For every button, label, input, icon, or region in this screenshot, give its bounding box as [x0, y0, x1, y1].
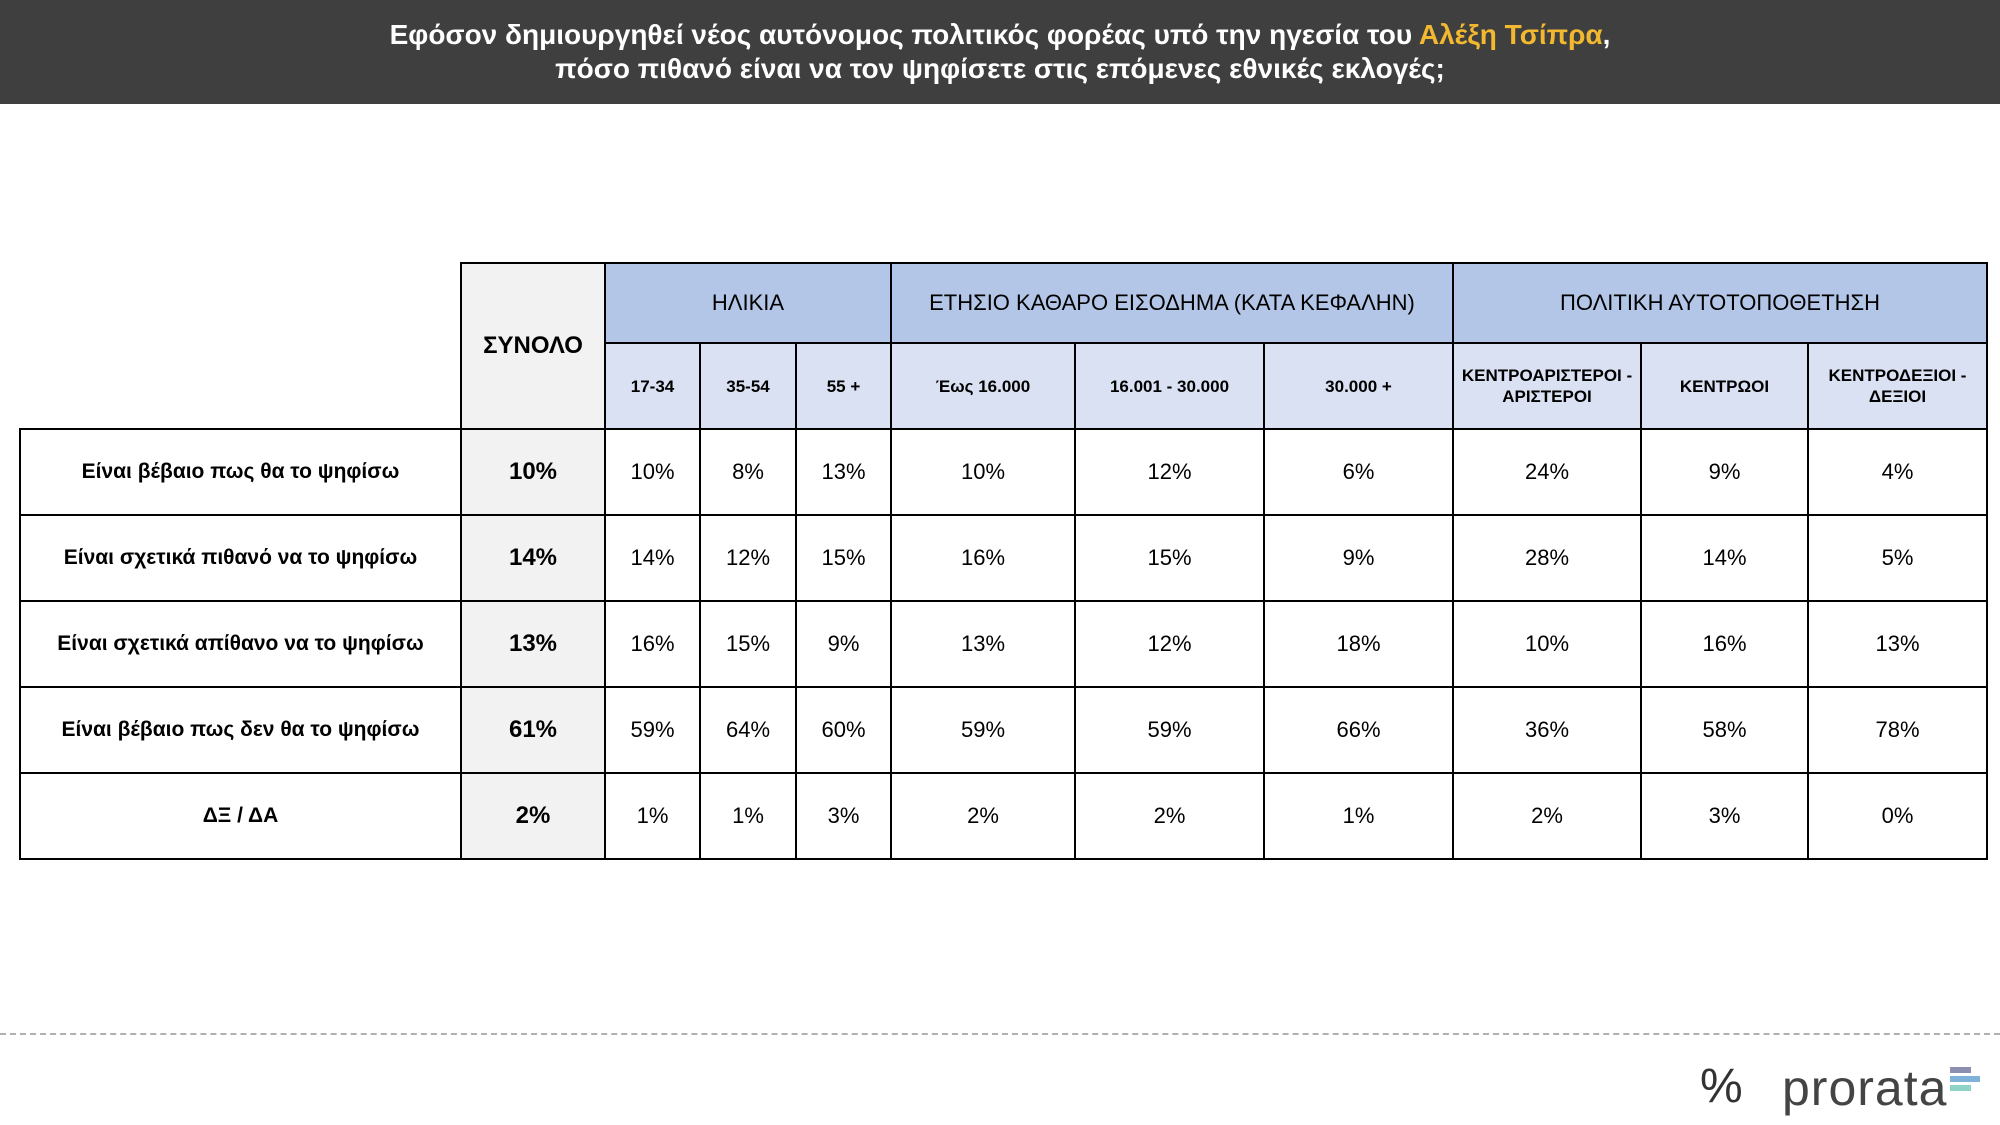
- title-line-2: πόσο πιθανό είναι να τον ψηφίσετε στις ε…: [555, 53, 1445, 84]
- title-text: Εφόσον δημιουργηθεί νέος αυτόνομος πολιτ…: [389, 19, 1419, 50]
- value-cell: 18%: [1263, 600, 1454, 688]
- value-cell: 59%: [890, 686, 1076, 774]
- total-cell: 13%: [460, 600, 606, 688]
- title-highlight: Αλέξη Τσίπρα: [1418, 19, 1603, 50]
- total-cell: 2%: [460, 772, 606, 860]
- row-label: Είναι σχετικά απίθανο να το ψηφίσω: [19, 600, 462, 688]
- value-cell: 16%: [604, 600, 701, 688]
- total-column-header: ΣΥΝΟΛΟ: [460, 262, 606, 430]
- value-cell: 8%: [699, 428, 797, 516]
- value-cell: 14%: [604, 514, 701, 602]
- value-cell: 60%: [795, 686, 892, 774]
- column-header: 30.000 +: [1263, 342, 1454, 430]
- value-cell: 13%: [890, 600, 1076, 688]
- value-cell: 10%: [604, 428, 701, 516]
- value-cell: 59%: [1074, 686, 1265, 774]
- value-cell: 24%: [1452, 428, 1642, 516]
- value-cell: 12%: [1074, 600, 1265, 688]
- column-header: ΚΕΝΤΡΟΑΡΙΣΤΕΡΟΙ - ΑΡΙΣΤΕΡΟΙ: [1452, 342, 1642, 430]
- table-row: Είναι σχετικά πιθανό να το ψηφίσω 14% 14% 1…: [19, 514, 1988, 602]
- value-cell: 2%: [890, 772, 1076, 860]
- value-cell: 12%: [1074, 428, 1265, 516]
- logo-bar: [1950, 1076, 1980, 1082]
- value-cell: 59%: [604, 686, 701, 774]
- column-header: 16.001 - 30.000: [1074, 342, 1265, 430]
- value-cell: 10%: [1452, 600, 1642, 688]
- logo-text: prorata: [1782, 1060, 1948, 1116]
- title-bar: Εφόσον δημιουργηθεί νέος αυτόνομος πολιτ…: [0, 0, 2000, 104]
- table-row: ΔΞ / ΔΑ 2% 1% 1% 3% 2% 2% 1% 2% 3% 0%: [19, 772, 1988, 860]
- header-row-groups: ΣΥΝΟΛΟ ΗΛΙΚΙΑ ΕΤΗΣΙΟ ΚΑΘΑΡΟ ΕΙΣΟΔΗΜΑ (ΚΑΤΑ…: [20, 262, 1988, 430]
- value-cell: 12%: [699, 514, 797, 602]
- row-label: Είναι σχετικά πιθανό να το ψηφίσω: [19, 514, 462, 602]
- group-header: ΠΟΛΙΤΙΚΗ ΑΥΤΟΤΟΠΟΘΕΤΗΣΗ: [1452, 262, 1988, 344]
- row-label: Είναι βέβαιο πως θα το ψηφίσω: [19, 428, 462, 516]
- value-cell: 16%: [1640, 600, 1809, 688]
- table-row: Είναι βέβαιο πως δεν θα το ψηφίσω 61% 59% 6…: [19, 686, 1988, 774]
- value-cell: 15%: [699, 600, 797, 688]
- value-cell: 13%: [795, 428, 892, 516]
- title-line-1: Εφόσον δημιουργηθεί νέος αυτόνομος πολιτ…: [0, 18, 2000, 52]
- table-row: Είναι σχετικά απίθανο να το ψηφίσω 13% 16%…: [19, 600, 1988, 688]
- value-cell: 0%: [1807, 772, 1988, 860]
- header-row-columns: 17-34 35-54 55 + Έως 16.000 16.001 - 30.000 3…: [20, 342, 1988, 430]
- percent-icon: %: [1700, 1060, 1743, 1113]
- value-cell: 4%: [1807, 428, 1988, 516]
- value-cell: 10%: [890, 428, 1076, 516]
- value-cell: 36%: [1452, 686, 1642, 774]
- value-cell: 13%: [1807, 600, 1988, 688]
- group-header: ΗΛΙΚΙΑ: [604, 262, 892, 344]
- total-cell: 61%: [460, 686, 606, 774]
- value-cell: 58%: [1640, 686, 1809, 774]
- logo-bar: [1950, 1085, 1971, 1091]
- value-cell: 1%: [699, 772, 797, 860]
- value-cell: 5%: [1807, 514, 1988, 602]
- corner-empty-cell: [20, 263, 461, 429]
- value-cell: 1%: [1263, 772, 1454, 860]
- value-cell: 2%: [1074, 772, 1265, 860]
- value-cell: 15%: [795, 514, 892, 602]
- crosstab-table: ΣΥΝΟΛΟ ΗΛΙΚΙΑ ΕΤΗΣΙΟ ΚΑΘΑΡΟ ΕΙΣΟΔΗΜΑ (ΚΑΤΑ…: [19, 262, 1988, 860]
- group-header: ΕΤΗΣΙΟ ΚΑΘΑΡΟ ΕΙΣΟΔΗΜΑ (ΚΑΤΑ ΚΕΦΑΛΗΝ): [890, 262, 1454, 344]
- value-cell: 9%: [1640, 428, 1809, 516]
- column-header: 17-34: [604, 342, 701, 430]
- row-label: ΔΞ / ΔΑ: [19, 772, 462, 860]
- value-cell: 6%: [1263, 428, 1454, 516]
- value-cell: 14%: [1640, 514, 1809, 602]
- value-cell: 64%: [699, 686, 797, 774]
- value-cell: 78%: [1807, 686, 1988, 774]
- column-header: ΚΕΝΤΡΟΔΕΞΙΟΙ - ΔΕΞΙΟΙ: [1807, 342, 1988, 430]
- column-header: 35-54: [699, 342, 797, 430]
- value-cell: 3%: [1640, 772, 1809, 860]
- value-cell: 15%: [1074, 514, 1265, 602]
- value-cell: 1%: [604, 772, 701, 860]
- column-header: ΚΕΝΤΡΩΟΙ: [1640, 342, 1809, 430]
- footer-divider: [0, 1033, 2000, 1035]
- total-cell: 14%: [460, 514, 606, 602]
- value-cell: 66%: [1263, 686, 1454, 774]
- value-cell: 16%: [890, 514, 1076, 602]
- value-cell: 28%: [1452, 514, 1642, 602]
- value-cell: 9%: [1263, 514, 1454, 602]
- value-cell: 2%: [1452, 772, 1642, 860]
- total-cell: 10%: [460, 428, 606, 516]
- logo-bar: [1950, 1067, 1971, 1073]
- title-punct: ,: [1602, 19, 1611, 50]
- column-header: 55 +: [795, 342, 892, 430]
- logo-bars-icon: [1950, 1067, 1980, 1101]
- value-cell: 3%: [795, 772, 892, 860]
- row-label: Είναι βέβαιο πως δεν θα το ψηφίσω: [19, 686, 462, 774]
- column-header: Έως 16.000: [890, 342, 1076, 430]
- table-row: Είναι βέβαιο πως θα το ψηφίσω 10% 10% 8% 13%…: [19, 428, 1988, 516]
- value-cell: 9%: [795, 600, 892, 688]
- prorata-logo: % prorata: [1700, 1055, 1990, 1116]
